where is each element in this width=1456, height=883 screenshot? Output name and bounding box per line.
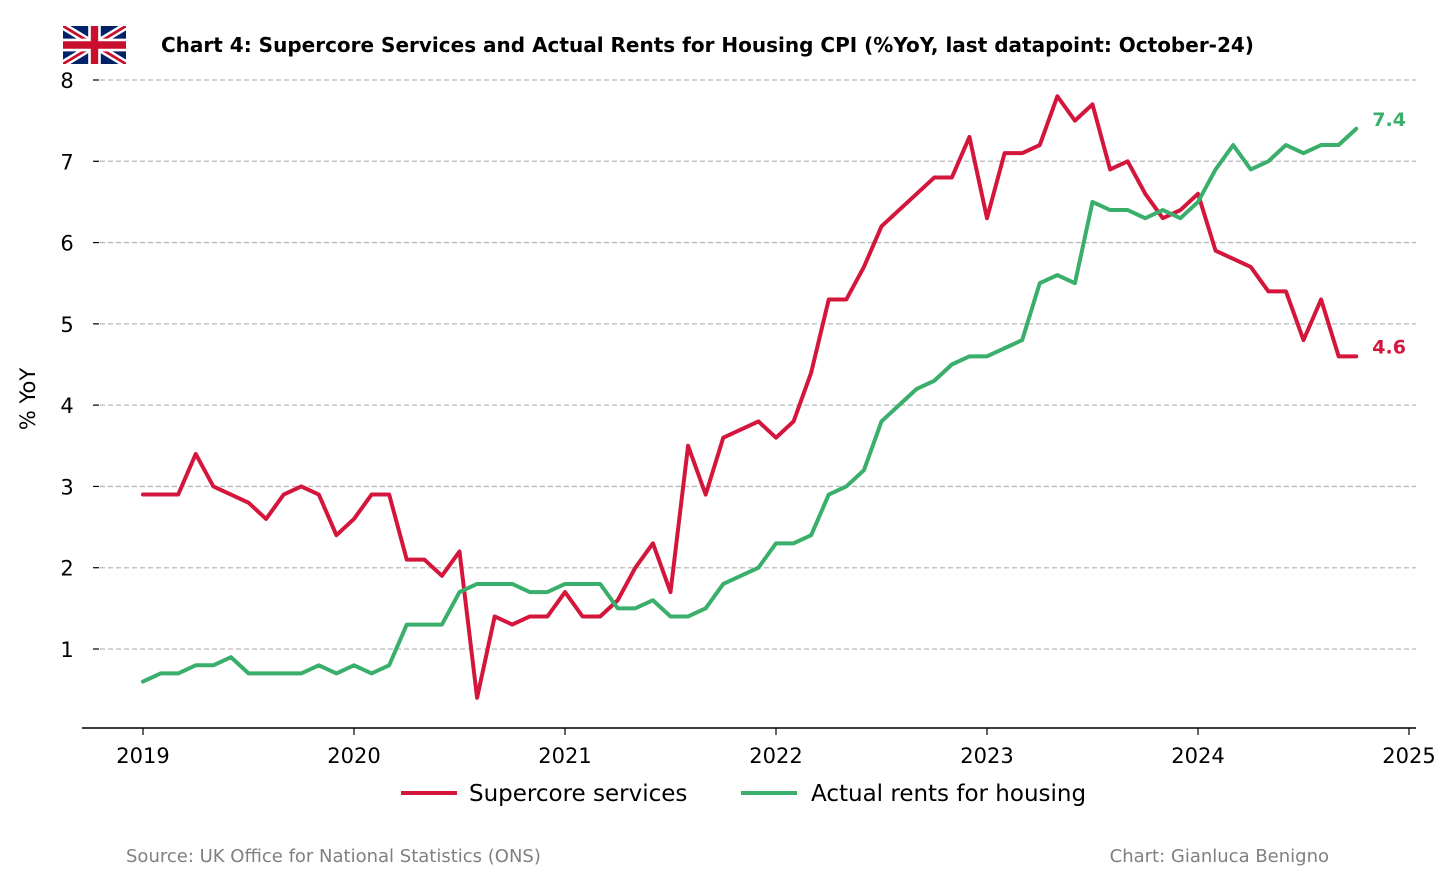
y-tick-label: 1 xyxy=(60,638,73,662)
x-tick-label: 2021 xyxy=(538,744,591,768)
chart-title: Chart 4: Supercore Services and Actual R… xyxy=(161,33,1254,57)
end-label-rents: 7.4 xyxy=(1372,109,1406,131)
y-tick-label: 3 xyxy=(60,475,73,499)
y-tick-label: 5 xyxy=(60,313,73,337)
y-tick-label: 2 xyxy=(60,557,73,581)
end-labels: 4.6 7.4 xyxy=(1372,109,1406,359)
y-tick-label: 4 xyxy=(60,394,73,418)
x-tick-label: 2023 xyxy=(960,744,1013,768)
source-note: Source: UK Office for National Statistic… xyxy=(126,846,541,867)
uk-flag-icon xyxy=(63,26,126,64)
legend-label-rents: Actual rents for housing xyxy=(811,781,1086,807)
chart-credit: Chart: Gianluca Benigno xyxy=(1110,846,1329,867)
y-tick-label: 8 xyxy=(60,69,73,93)
x-tick-label: 2020 xyxy=(327,744,380,768)
x-tick-label: 2019 xyxy=(116,744,169,768)
y-axis: 1 2 3 4 5 6 7 8 xyxy=(60,69,99,662)
series-line-supercore xyxy=(141,94,1359,700)
y-axis-label: % YoY xyxy=(16,368,40,431)
series-line-rents xyxy=(141,126,1359,684)
x-axis: 2019 2020 2021 2022 2023 2024 2025 xyxy=(82,727,1436,768)
x-tick-label: 2024 xyxy=(1171,744,1224,768)
x-tick-label: 2025 xyxy=(1382,744,1435,768)
legend-label-supercore: Supercore services xyxy=(469,781,687,807)
y-tick-label: 7 xyxy=(60,150,73,174)
end-label-supercore: 4.6 xyxy=(1372,336,1406,358)
plot-lines xyxy=(141,94,1359,700)
x-tick-label: 2022 xyxy=(749,744,802,768)
y-tick-label: 6 xyxy=(60,232,73,256)
legend: Supercore services Actual rents for hous… xyxy=(401,781,1086,807)
